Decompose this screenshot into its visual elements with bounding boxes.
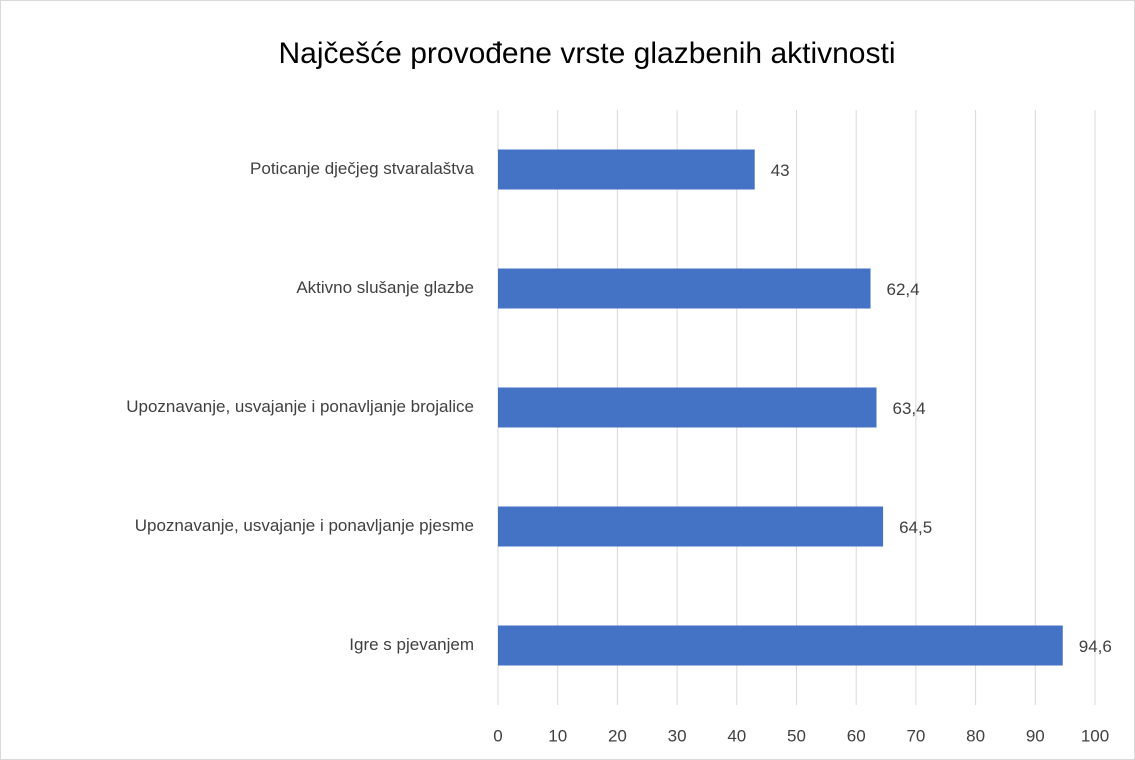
- x-tick-label: 40: [727, 726, 746, 745]
- bar: [498, 387, 877, 428]
- y-tick-label: Aktivno slušanje glazbe: [296, 278, 474, 297]
- value-label: 62,4: [887, 280, 920, 299]
- x-tick-label: 50: [787, 726, 806, 745]
- x-tick-label: 30: [668, 726, 687, 745]
- chart-title: Najčešće provođene vrste glazbenih aktiv…: [278, 37, 895, 70]
- x-tick-label: 90: [1026, 726, 1045, 745]
- bar: [498, 625, 1063, 666]
- bar: [498, 506, 884, 547]
- value-label: 43: [771, 161, 790, 180]
- y-tick-label: Upoznavanje, usvajanje i ponavljanje bro…: [126, 397, 474, 416]
- bar: [498, 268, 871, 309]
- value-label: 94,6: [1079, 637, 1112, 656]
- x-tick-label: 10: [548, 726, 567, 745]
- bar: [498, 149, 755, 190]
- y-tick-label: Upoznavanje, usvajanje i ponavljanje pje…: [135, 516, 474, 535]
- value-label: 63,4: [892, 399, 925, 418]
- x-tick-label: 100: [1081, 726, 1109, 745]
- y-tick-label: Poticanje dječjeg stvaralaštva: [250, 159, 475, 178]
- x-tick-label: 80: [966, 726, 985, 745]
- x-tick-label: 20: [608, 726, 627, 745]
- value-label: 64,5: [899, 518, 932, 537]
- x-tick-label: 70: [906, 726, 925, 745]
- y-tick-label: Igre s pjevanjem: [349, 635, 474, 654]
- x-tick-label: 60: [847, 726, 866, 745]
- x-tick-label: 0: [493, 726, 502, 745]
